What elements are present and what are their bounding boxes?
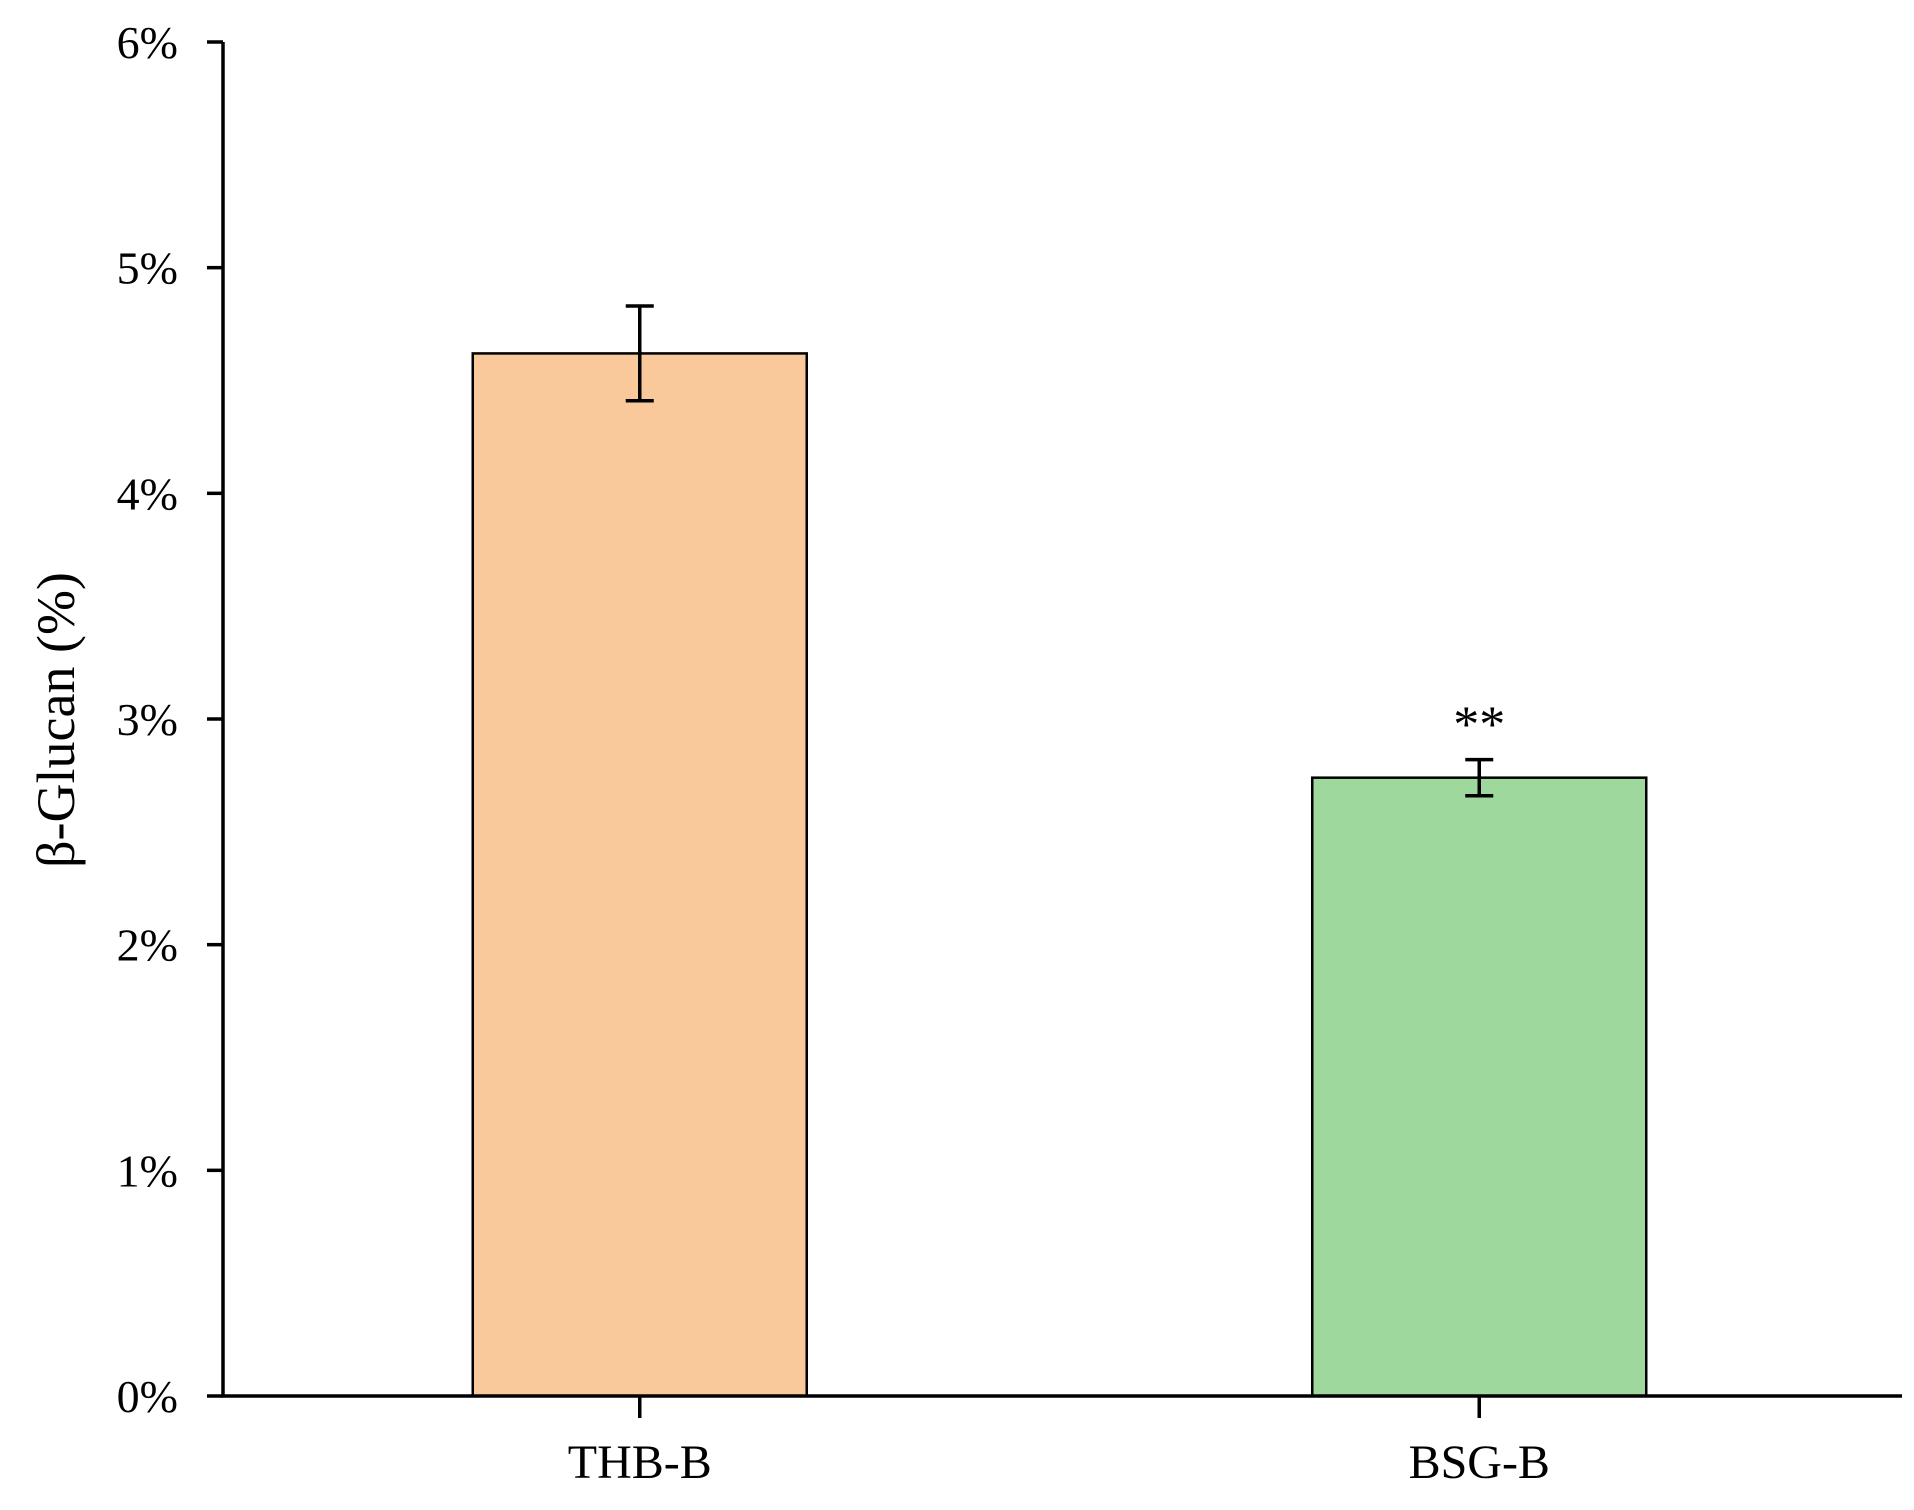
y-tick-label: 0% (117, 1371, 178, 1422)
significance-marker: ** (1453, 697, 1505, 754)
bar-bsg-b (1311, 776, 1648, 1398)
bar-thb-b (471, 352, 808, 1398)
y-axis-title: β-Glucan (%) (26, 572, 86, 868)
y-tick-label: 2% (117, 920, 178, 971)
bars (471, 352, 1648, 1398)
y-tick-label: 3% (117, 694, 178, 745)
y-tick-label: 4% (117, 468, 178, 519)
x-tick-label: THB-B (568, 1436, 712, 1489)
x-tick-label: BSG-B (1409, 1436, 1550, 1489)
error-bars (625, 304, 1494, 798)
y-tick-label: 1% (117, 1145, 178, 1196)
x-axis-ticks: THB-B BSG-B (568, 1396, 1550, 1489)
y-axis-ticks: 0% 1% 2% 3% 4% 5% 6% (117, 17, 223, 1422)
y-tick-label: 6% (117, 17, 178, 68)
y-tick-label: 5% (117, 243, 178, 294)
significance-markers: ** (1453, 697, 1505, 754)
